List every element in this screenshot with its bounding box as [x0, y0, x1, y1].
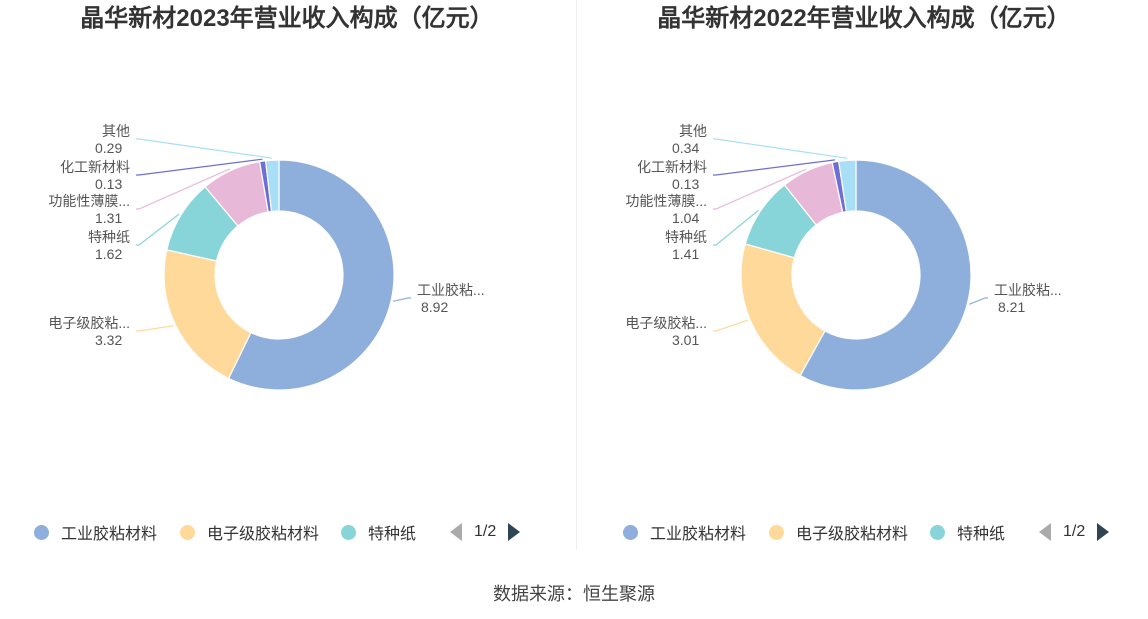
slice-value: 0.13 [95, 176, 122, 192]
slice-label: 工业胶粘... [417, 282, 485, 298]
legend-item-special-paper[interactable]: 特种纸 [930, 518, 1005, 546]
slice-value: 1.31 [95, 210, 122, 226]
slice-label: 电子级胶粘... [48, 315, 130, 331]
slice-value: 8.21 [998, 299, 1025, 315]
leader-line [713, 319, 749, 332]
slice-value: 0.34 [672, 140, 699, 156]
donut-slice[interactable] [740, 243, 826, 377]
leader-line [969, 297, 988, 305]
slice-value: 3.01 [672, 332, 699, 348]
slice-label: 特种纸 [88, 229, 130, 245]
slice-label: 功能性薄膜... [625, 193, 707, 209]
slice-label: 特种纸 [665, 229, 707, 245]
legend-dot [769, 524, 784, 540]
leader-line [136, 168, 231, 210]
legend-page-indicator: 1/2 [1063, 523, 1086, 540]
slice-value: 1.62 [95, 246, 122, 262]
legend-label: 电子级胶粘材料 [207, 526, 320, 543]
slice-label: 其他 [679, 123, 707, 139]
leader-line [713, 209, 759, 246]
legend-dot [930, 524, 945, 540]
chart-title: 晶华新材2022年营业收入构成（亿元） [657, 5, 1071, 32]
donut-slice[interactable] [264, 159, 280, 213]
legend: 工业胶粘材料 电子级胶粘材料 特种纸 1/2 [577, 518, 1148, 548]
legend-item-electronic[interactable]: 电子级胶粘材料 [769, 518, 908, 546]
chart-panel-2022: 晶华新材2022年营业收入构成（亿元） 工业胶粘... 8.21 电子级胶粘... 3… [577, 0, 1148, 560]
donut-slice[interactable] [227, 159, 395, 391]
legend-dot [623, 524, 638, 540]
legend-dot [34, 524, 49, 540]
slice-label: 功能性薄膜... [48, 193, 130, 209]
legend-item-electronic[interactable]: 电子级胶粘材料 [180, 518, 319, 546]
donut-slice[interactable] [799, 159, 972, 391]
legend-item-industrial[interactable]: 工业胶粘材料 [34, 518, 157, 546]
legend: 工业胶粘材料 电子级胶粘材料 特种纸 1/2 [0, 518, 574, 548]
leader-line [136, 325, 174, 332]
next-page-arrow-icon[interactable] [1097, 523, 1110, 541]
slice-value: 1.41 [672, 246, 699, 262]
leader-line [392, 297, 411, 302]
leader-line [713, 138, 848, 159]
donut-slice[interactable] [163, 249, 252, 380]
leader-line [136, 158, 263, 176]
legend-page-indicator: 1/2 [474, 523, 497, 540]
chart-panel-2023: 晶华新材2023年营业收入构成（亿元） 工业胶粘... 8.92 电子级胶粘... 3… [0, 0, 574, 560]
next-page-arrow-icon[interactable] [508, 523, 521, 541]
leader-line [713, 159, 836, 176]
legend-item-industrial[interactable]: 工业胶粘材料 [623, 518, 746, 546]
leader-line [713, 168, 807, 210]
slice-label: 化工新材料 [60, 159, 130, 175]
slice-value: 8.92 [421, 299, 448, 315]
slice-value: 3.32 [95, 332, 122, 348]
divider [576, 0, 577, 550]
leader-line [136, 138, 273, 159]
slice-value: 1.04 [672, 210, 699, 226]
slice-label: 电子级胶粘... [625, 315, 707, 331]
legend-label: 工业胶粘材料 [61, 526, 158, 543]
legend-label: 电子级胶粘材料 [796, 526, 909, 543]
leader-line [136, 213, 180, 246]
slice-label: 其他 [102, 123, 130, 139]
slice-label: 化工新材料 [637, 159, 707, 175]
slice-label: 工业胶粘... [994, 282, 1062, 298]
donut-slice[interactable] [838, 159, 857, 213]
legend-pager: 1/2 [1039, 518, 1110, 546]
data-source: 数据来源：恒生聚源 [493, 584, 655, 604]
legend-label: 特种纸 [368, 526, 417, 543]
legend-dot [341, 524, 356, 540]
slice-value: 0.13 [672, 176, 699, 192]
legend-label: 特种纸 [957, 526, 1006, 543]
legend-dot [180, 524, 195, 540]
legend-pager: 1/2 [450, 518, 521, 546]
slice-value: 0.29 [95, 140, 122, 156]
prev-page-arrow-icon[interactable] [450, 523, 462, 541]
legend-label: 工业胶粘材料 [650, 526, 747, 543]
prev-page-arrow-icon[interactable] [1039, 523, 1051, 541]
chart-title: 晶华新材2023年营业收入构成（亿元） [80, 5, 494, 32]
legend-item-special-paper[interactable]: 特种纸 [341, 518, 416, 546]
